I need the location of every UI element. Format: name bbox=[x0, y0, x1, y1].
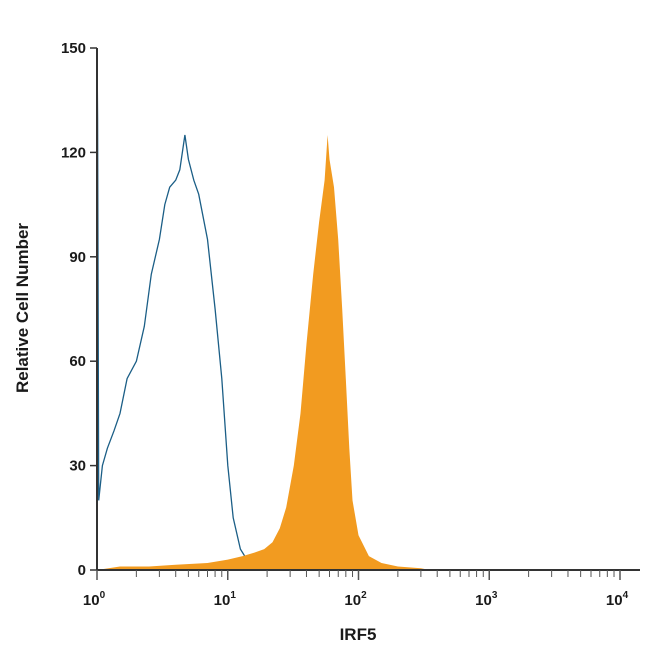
y-tick-label: 30 bbox=[69, 458, 86, 475]
y-ticks: 0 30 60 90 120 150 bbox=[61, 40, 97, 579]
x-tick-label: 102 bbox=[344, 590, 367, 609]
x-tick-exponent: 0 bbox=[100, 590, 106, 601]
x-tick-label: 100 bbox=[83, 590, 106, 609]
x-tick-label: 104 bbox=[606, 590, 629, 609]
y-tick-label: 60 bbox=[69, 353, 86, 370]
y-tick-label: 120 bbox=[61, 144, 86, 161]
series-isotype-outline bbox=[96, 47, 307, 571]
x-axis-title: IRF5 bbox=[340, 625, 377, 644]
x-tick-exponent: 2 bbox=[361, 590, 367, 601]
y-axis-title: Relative Cell Number bbox=[13, 223, 32, 393]
x-tick-label: 103 bbox=[475, 590, 498, 609]
x-ticks: 100 101 102 103 104 bbox=[83, 570, 629, 609]
series-irf5-filled bbox=[97, 135, 430, 570]
y-tick-label: 150 bbox=[61, 40, 86, 57]
y-tick-label: 90 bbox=[69, 249, 86, 266]
x-tick-exponent: 4 bbox=[623, 590, 629, 601]
x-tick-exponent: 1 bbox=[230, 590, 236, 601]
x-tick-exponent: 3 bbox=[492, 590, 498, 601]
y-tick-label: 0 bbox=[78, 562, 86, 579]
x-tick-label: 101 bbox=[214, 590, 237, 609]
plot-area bbox=[96, 47, 430, 571]
